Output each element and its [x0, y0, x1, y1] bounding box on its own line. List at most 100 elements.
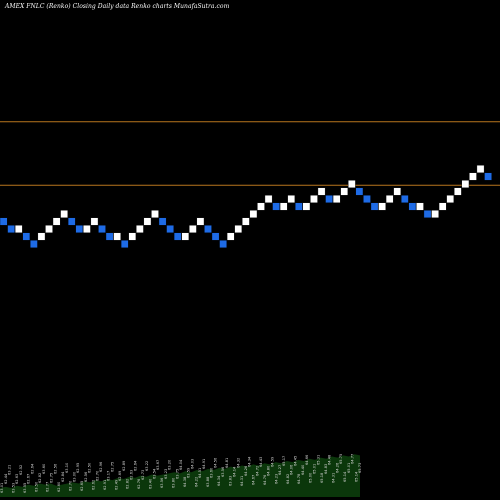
price-label-87: 64.48 [328, 454, 332, 465]
price-label-73: 64.23 [274, 474, 278, 484]
price-label-74: 64.27 [278, 465, 282, 475]
volume-area-fill [0, 454, 360, 497]
price-label-34: 62.82 [126, 479, 130, 489]
price-label-72: 64.59 [271, 456, 275, 467]
price-label-20: 63.00 [72, 471, 76, 482]
price-label-5: 62.63 [15, 474, 19, 484]
price-label-64: 64.31 [240, 476, 244, 486]
price-labels: 63.0162.4463.2163.5362.6362.5263.5562.67… [0, 454, 362, 493]
renko-brick-10-down [67, 217, 76, 226]
price-label-81: 64.66 [305, 454, 309, 465]
renko-brick-57-down [423, 210, 432, 219]
price-label-11: 62.82 [38, 473, 42, 483]
renko-brick-44-down [325, 195, 333, 204]
price-label-80: 64.40 [301, 464, 305, 475]
renko-brick-14-down [98, 225, 106, 234]
renko-brick-42-up [310, 195, 318, 204]
renko-brick-19-up [136, 225, 144, 234]
renko-brick-47-up [348, 180, 356, 189]
renko-brick-31-up [226, 232, 235, 241]
price-label-6: 62.52 [19, 465, 23, 475]
renko-brick-56-up [416, 202, 424, 211]
price-label-67: 64.67 [252, 475, 256, 485]
renko-brick-34-up [249, 210, 258, 219]
renko-brick-25-up [181, 232, 190, 241]
renko-brick-49-down [363, 195, 371, 204]
price-label-94: 65.14 [354, 471, 358, 482]
price-label-21: 62.95 [76, 463, 80, 473]
price-label-60: 64.81 [225, 458, 229, 468]
price-label-78: 64.45 [293, 456, 297, 466]
renko-brick-58-up [431, 210, 439, 219]
price-label-27: 62.96 [99, 461, 103, 472]
price-label-70: 64.76 [263, 474, 267, 485]
price-label-53: 64.51 [198, 468, 202, 478]
price-label-65: 64.26 [244, 465, 248, 476]
price-label-59: 63.56 [221, 466, 225, 477]
price-label-30: 62.75 [111, 462, 115, 472]
price-label-66: 64.34 [248, 456, 252, 467]
price-label-16: 62.60 [57, 481, 61, 492]
renko-brick-48-down [355, 187, 364, 196]
chart-title: AMEX FNLC (Renko) Closing Daily data Ren… [5, 3, 230, 10]
price-label-88: 64.31 [332, 473, 336, 483]
price-label-55: 63.88 [206, 476, 210, 487]
price-label-77: 64.06 [290, 464, 294, 475]
renko-brick-53-up [393, 187, 402, 196]
renko-brick-55-down [408, 202, 417, 211]
price-label-71: 64.80 [267, 465, 271, 476]
renko-brick-7-up [45, 225, 53, 234]
renko-brick-43-up [317, 187, 326, 196]
price-label-43: 63.56 [160, 477, 164, 488]
price-label-82: 65.00 [309, 472, 313, 483]
renko-brick-59-up [438, 202, 447, 211]
price-label-26: 62.70 [95, 470, 99, 481]
renko-brick-60-up [446, 195, 455, 204]
renko-brick-15-down [105, 232, 114, 241]
price-label-37: 62.76 [137, 478, 141, 489]
price-label-84: 65.31 [316, 455, 320, 465]
renko-brick-29-down [211, 232, 220, 241]
price-label-68: 64.72 [255, 466, 259, 476]
price-label-35: 62.63 [130, 470, 134, 480]
price-label-3: 63.21 [8, 465, 12, 475]
price-label-12: 63.60 [42, 463, 46, 474]
renko-brick-13-up [90, 217, 99, 226]
price-label-48: 64.04 [179, 459, 183, 470]
renko-brick-3-up [14, 225, 23, 234]
renko-brick-6-up [37, 232, 46, 241]
renko-brick-37-down [272, 202, 280, 211]
price-label-23: 62.56 [84, 471, 88, 482]
price-label-51: 64.03 [191, 459, 195, 469]
price-label-50: 63.59 [187, 467, 191, 478]
price-label-25: 62.62 [92, 480, 96, 490]
renko-brick-45-up [332, 195, 341, 204]
price-label-89: 64.26 [335, 462, 339, 473]
price-label-15: 62.56 [53, 463, 57, 474]
renko-brick-54-down [401, 195, 409, 204]
price-label-49: 64.38 [183, 476, 187, 487]
reference-lines [0, 121, 500, 186]
price-label-85: 65.18 [320, 472, 324, 483]
renko-brick-46-up [340, 187, 349, 196]
price-label-63: 64.32 [236, 458, 240, 468]
renko-brick-30-down [219, 240, 227, 249]
price-label-40: 63.40 [149, 478, 153, 489]
price-label-18: 63.10 [65, 462, 69, 473]
price-label-76: 64.82 [286, 474, 290, 484]
price-label-46: 63.80 [172, 477, 176, 488]
price-label-91: 65.14 [343, 471, 347, 482]
renko-brick-23-down [166, 225, 174, 234]
price-label-69: 64.43 [259, 457, 263, 467]
price-label-1: 63.01 [0, 483, 4, 493]
renko-brick-39-up [287, 195, 296, 204]
price-label-14: 62.75 [50, 473, 54, 483]
price-label-28: 62.91 [103, 480, 107, 490]
price-label-83: 65.01 [313, 464, 317, 474]
renko-brick-51-up [378, 202, 386, 211]
price-label-33: 62.89 [122, 460, 126, 471]
price-label-44: 63.23 [164, 469, 168, 479]
renko-brick-1-down [0, 217, 8, 226]
